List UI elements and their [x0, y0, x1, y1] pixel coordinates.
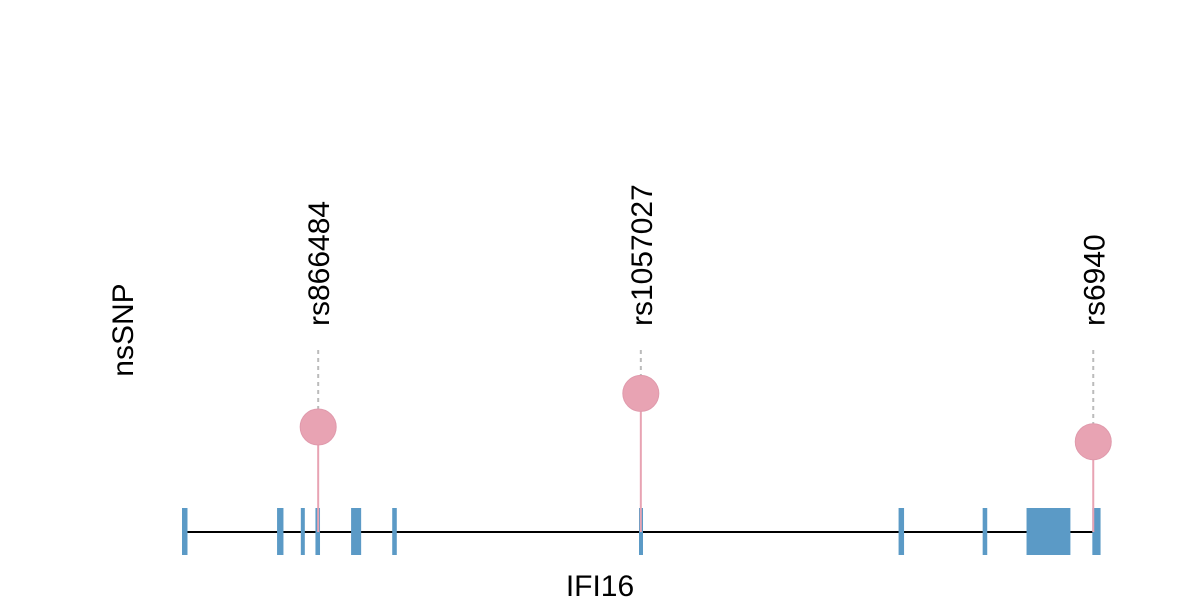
snp-label: rs1057027 — [626, 184, 659, 326]
exon-block — [300, 508, 305, 555]
exon-block — [1092, 508, 1101, 555]
exon-block — [898, 508, 905, 555]
exon-block — [1026, 508, 1071, 555]
exon-block — [392, 508, 397, 555]
exon-blocks — [182, 508, 1101, 555]
snp-marker — [1074, 423, 1112, 461]
exon-block — [351, 508, 362, 555]
snp-label: rs866484 — [303, 201, 336, 326]
snp-label: rs6940 — [1078, 234, 1111, 326]
exon-block — [182, 508, 188, 555]
exon-block — [277, 508, 284, 555]
track-label: nsSNP — [107, 283, 140, 376]
snp-marker — [622, 374, 660, 412]
snp-labels: rs866484 rs1057027 rs6940 — [303, 184, 1111, 326]
snp-stems — [317, 393, 1095, 532]
snp-guide-lines — [317, 350, 1095, 424]
snp-markers — [299, 374, 1112, 461]
snp-marker — [299, 408, 337, 446]
gene-label: IFI16 — [566, 570, 634, 600]
exon-block — [982, 508, 988, 555]
